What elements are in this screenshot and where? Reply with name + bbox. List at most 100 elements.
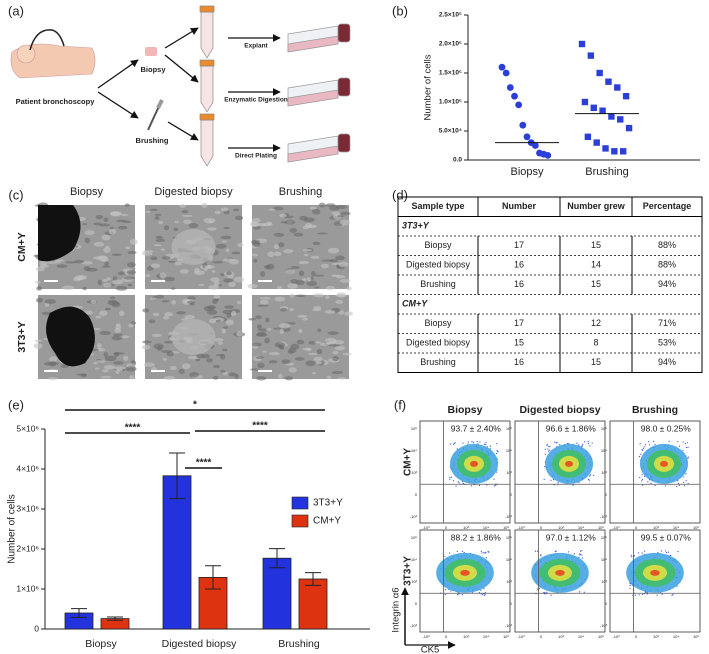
y-tick-label: 0.0 [453,157,462,164]
cell-texture [181,363,191,370]
axis-tick-label: 10⁵ [598,634,604,639]
y-tick-label: 1×10⁶ [16,583,39,593]
cell-texture [155,238,166,242]
cell-texture [204,265,215,269]
event [654,484,656,487]
event [593,474,595,476]
event [536,588,539,590]
cell-texture [316,348,323,355]
cell-texture [267,251,275,258]
event [678,445,681,447]
cell-texture [184,315,196,320]
cell-texture [325,295,330,300]
event [454,442,456,444]
event [581,557,584,559]
quadrant-percent: 96.6 ± 1.86% [546,423,596,433]
event [687,446,689,448]
table-cell: 15 [591,240,601,250]
y-tick-label: 2.0×10⁵ [439,41,462,48]
cell-texture [339,278,351,283]
cell-texture [82,286,87,291]
point [605,78,612,85]
event [544,591,546,594]
event [664,550,667,552]
cell-texture [112,333,124,337]
axis-tick-label: 10³ [411,579,417,584]
flow-plot [514,420,606,524]
axis-tick-label: 0 [415,492,418,497]
cell-texture [252,342,262,347]
cell-texture [107,300,120,306]
error-bar [269,548,285,569]
cell-texture [65,261,77,264]
y-tick-label: 1.5×10⁵ [439,70,462,77]
event [685,446,688,448]
error-bar [305,572,321,586]
cell-texture [256,376,267,381]
cell-texture [145,210,151,213]
cell-texture [104,261,109,267]
y-tick-label: 5×10⁶ [16,423,39,433]
cell-texture [106,277,111,281]
cell-texture [90,299,97,304]
micrograph-bg [252,295,349,379]
tissue-blob [46,306,95,367]
axis-tick-label: 10³ [506,470,512,475]
event [548,445,550,448]
cell-texture [109,226,114,230]
event [495,484,497,486]
cell-texture [340,211,351,216]
cell-texture [127,250,137,255]
point [619,148,627,155]
axis-tick-label: -10³ [612,634,620,639]
event [547,448,549,450]
cell-texture [228,281,236,288]
cell-texture [164,276,176,282]
cell-texture [115,324,122,330]
cell-texture [102,369,109,373]
cell-texture [188,223,199,229]
cell-texture [236,331,243,337]
point [531,142,539,149]
event [495,471,497,473]
column-header: Digested biopsy [154,186,233,198]
event [496,449,498,452]
event [550,479,552,481]
cell-texture [273,232,285,237]
cell-texture [35,297,44,303]
cell-texture [173,227,179,232]
cell-texture [237,242,244,248]
cell-texture [34,280,42,284]
cell-texture [313,286,320,289]
cell-texture [266,263,275,270]
table-cell: Digested biopsy [406,338,471,348]
density [470,460,478,467]
cell-texture [103,217,109,222]
density [660,460,668,467]
axis-tick-label: 10³ [653,525,659,530]
cell-texture [229,258,239,265]
point [611,148,618,155]
event [450,476,453,478]
y-axis-label: Number of cells [423,54,434,120]
cell-texture [103,365,116,370]
event [450,590,452,592]
event [683,481,685,483]
event [547,450,550,452]
event [449,479,451,481]
event [539,587,541,590]
cell-texture [327,331,340,335]
event [449,443,451,445]
cell-texture [108,228,117,235]
axis-tick-label: 0 [605,492,608,497]
event [654,443,656,446]
cell-texture [76,373,87,376]
event [484,593,486,596]
cell-texture [268,351,280,356]
cell-texture [74,275,85,281]
cell-texture [268,360,278,364]
cell-texture [266,221,272,226]
event [485,551,487,553]
cell-texture [311,372,316,375]
event [643,446,645,448]
